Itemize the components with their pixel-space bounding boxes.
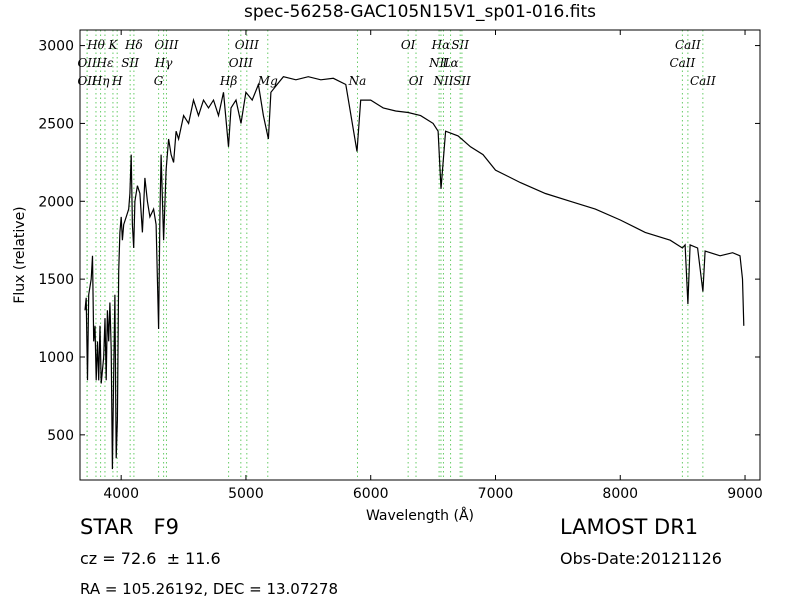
spectral-line-label: CaII (690, 74, 716, 88)
spectral-line-label: CaII (675, 38, 701, 52)
spectral-line-label: Hδ (124, 38, 143, 52)
redshift: cz = 72.6 ± 11.6 (80, 549, 221, 568)
spectral-line-label: Hθ (86, 38, 105, 52)
y-tick-label: 500 (47, 428, 74, 444)
y-tick-label: 2500 (38, 116, 74, 132)
spectral-line-label: K (107, 38, 118, 52)
y-axis-label: Flux (relative) (12, 206, 28, 303)
x-axis-label: Wavelength (Å) (366, 507, 474, 524)
y-tick-label: 1000 (38, 350, 74, 366)
spectral-line-label: Hα (431, 38, 451, 52)
y-tick-label: 2000 (38, 194, 74, 210)
spectrum-line (84, 76, 745, 470)
spectral-line-label: Mg (257, 74, 278, 88)
spectral-line-label: OI (409, 74, 424, 88)
spectral-line-label: SII (451, 38, 469, 52)
spectral-line-label: SII (453, 74, 471, 88)
plot-frame (79, 29, 761, 481)
spectral-line-label: SII (121, 56, 139, 70)
spectral-line-label: OIII (235, 38, 259, 52)
x-tick-label: 9000 (727, 486, 763, 502)
obs-date: Obs-Date:20121126 (560, 549, 722, 568)
spectral-line-label: H (111, 74, 123, 88)
spectral-line-label: OII (77, 74, 97, 88)
coordinates: RA = 105.26192, DEC = 13.07278 (80, 580, 338, 598)
x-tick-label: 6000 (353, 486, 389, 502)
survey: LAMOST DR1 (560, 515, 698, 539)
spectral-line-label: NII (428, 56, 449, 70)
chart-title: spec-56258-GAC105N15V1_sp01-016.fits (244, 2, 596, 22)
spectral-line-label: Hη (91, 74, 110, 88)
spectral-line-label: G (154, 74, 164, 88)
x-tick-label: 4000 (103, 486, 139, 502)
spectral-line-label: NII (432, 74, 453, 88)
x-tick-label: 5000 (228, 486, 264, 502)
spectral-line-label: Hγ (154, 56, 173, 70)
x-tick-label: 7000 (478, 486, 514, 502)
object-class: STAR F9 (80, 515, 179, 539)
y-tick-label: 1500 (38, 272, 74, 288)
spectral-line-label: OIII (229, 56, 253, 70)
spectral-line-label: Hε (96, 56, 114, 70)
spectral-line-label: Lα (442, 56, 459, 70)
spectral-line-label: CaII (669, 56, 695, 70)
y-tick-label: 3000 (38, 39, 74, 55)
spectral-line-label: Hβ (219, 74, 237, 88)
spectral-line-label: Na (348, 74, 367, 88)
spectral-line-label: OIII (154, 38, 178, 52)
x-tick-label: 8000 (602, 486, 638, 502)
spectral-line-label: OI (401, 38, 416, 52)
